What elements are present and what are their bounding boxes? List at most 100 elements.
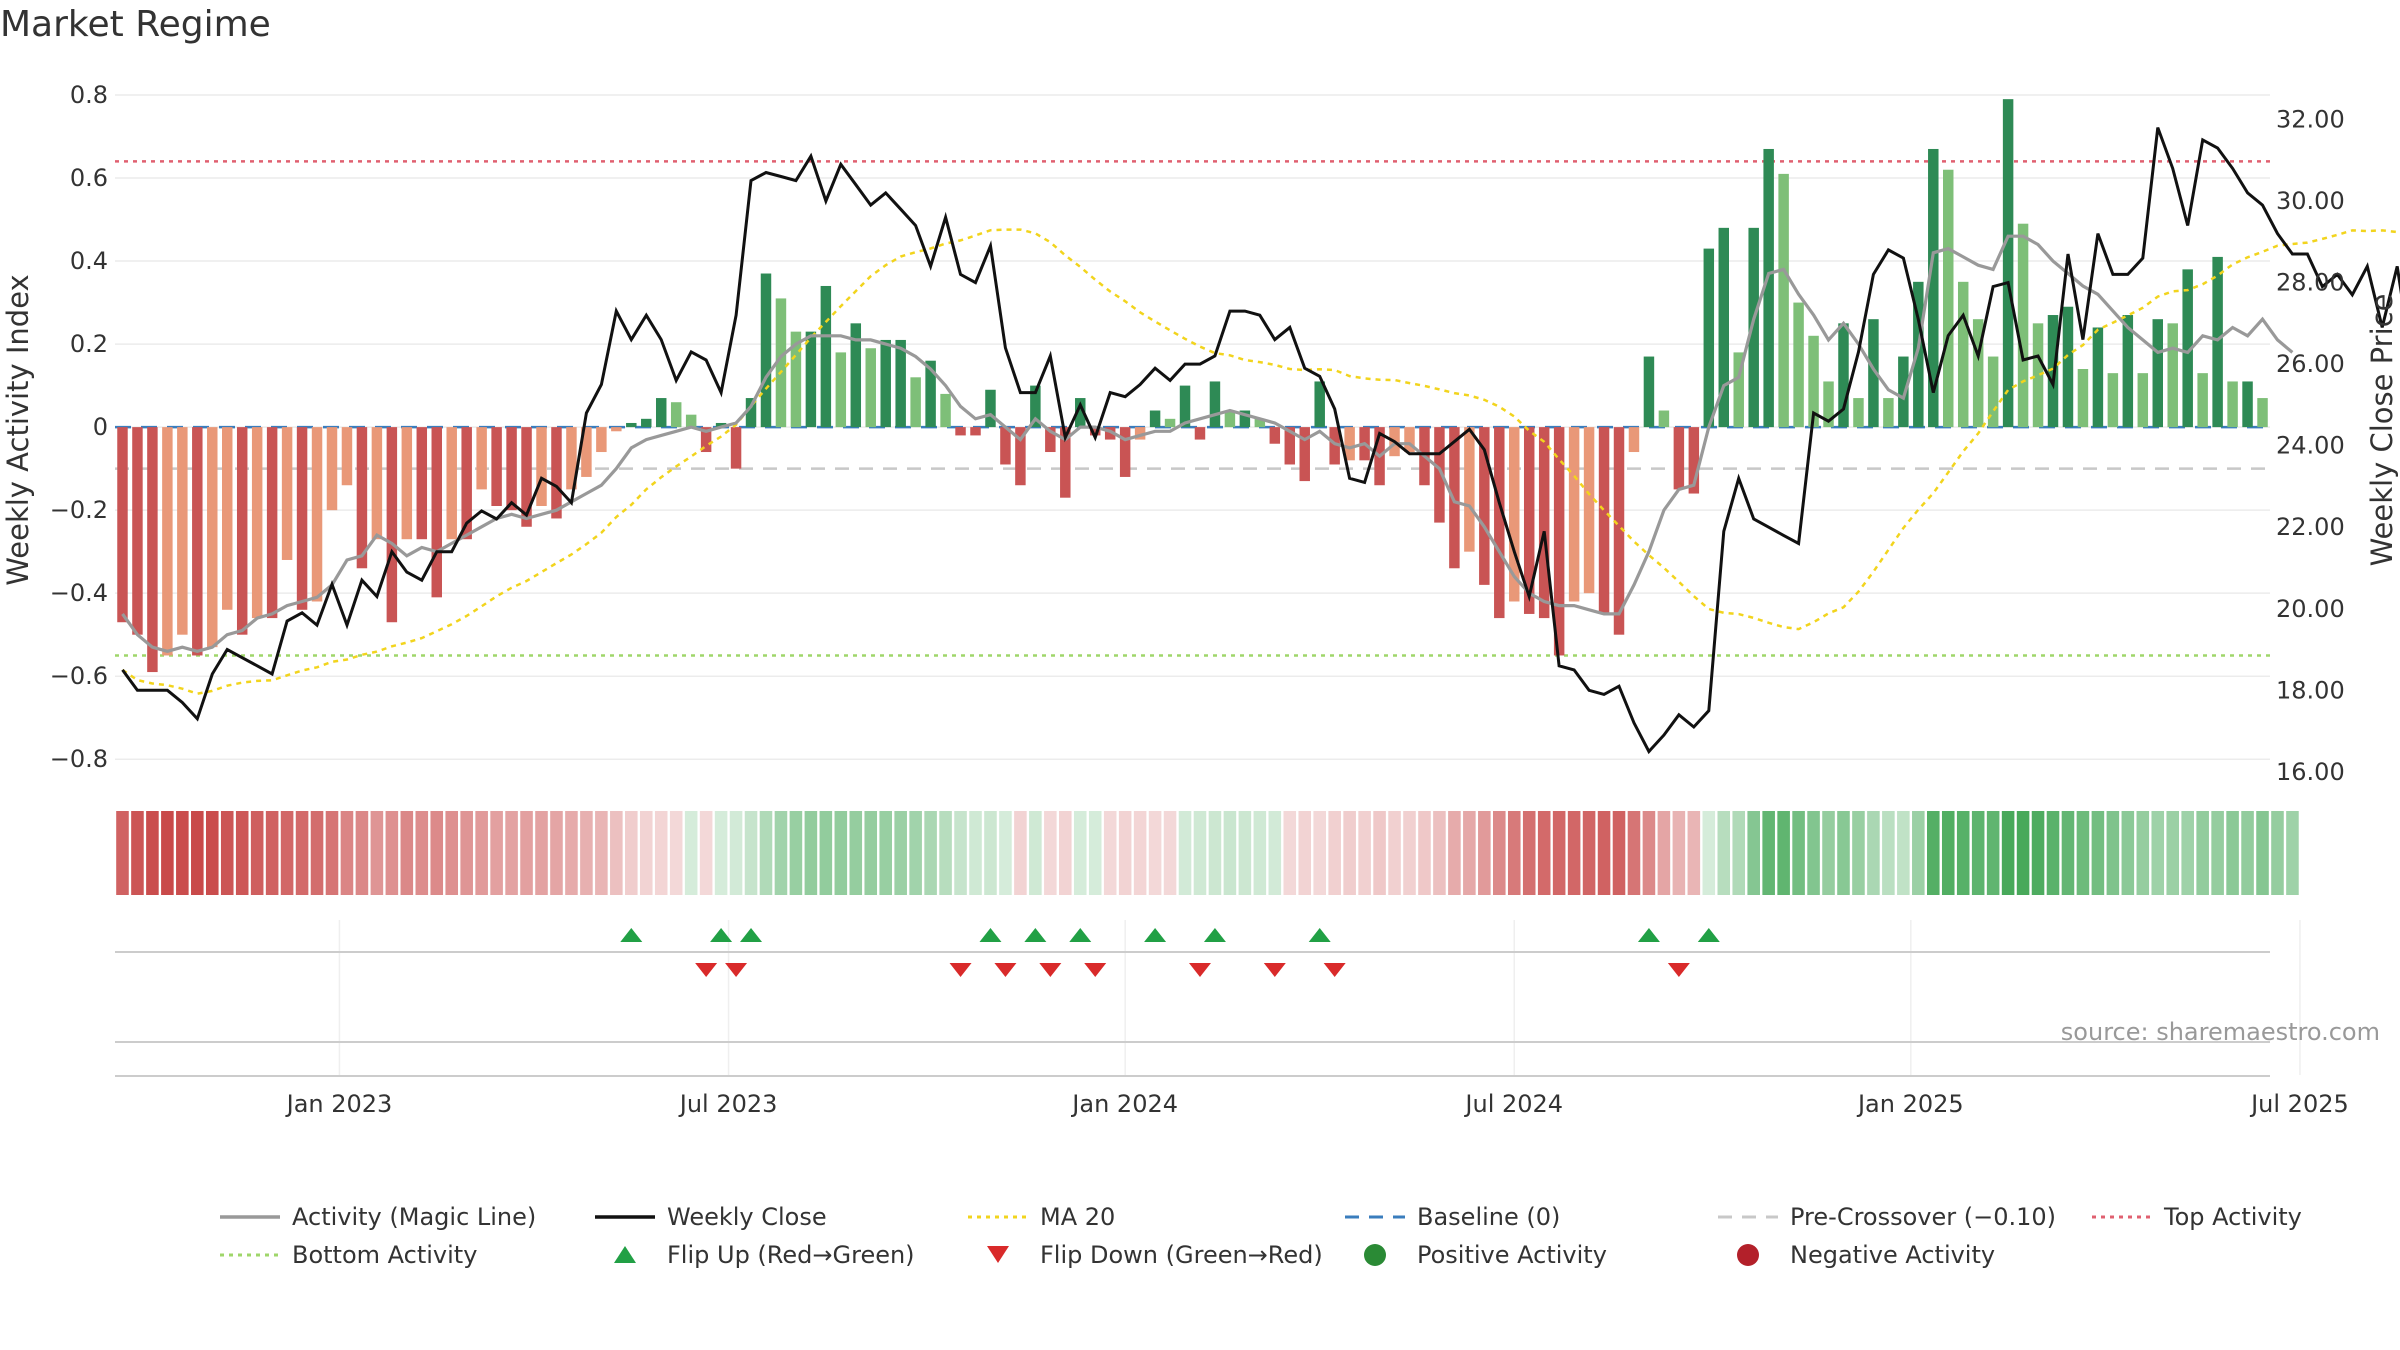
flip-up-marker (1069, 928, 1092, 942)
regime-strip-cell (250, 811, 264, 895)
regime-strip-cell (1433, 811, 1446, 895)
regime-strip-cell (1762, 811, 1775, 895)
activity-bar (1030, 385, 1041, 428)
regime-strip-cell (954, 811, 967, 895)
activity-bar (1673, 427, 1685, 490)
x-tick-label: Jul 2024 (1463, 1090, 1563, 1118)
activity-bar (611, 427, 622, 432)
activity-bar (1763, 148, 1774, 428)
x-tick-label: Jan 2023 (285, 1090, 393, 1118)
activity-bar (371, 427, 383, 540)
regime-strip-cell (1313, 811, 1326, 895)
regime-strip-cell (924, 811, 937, 895)
regime-strip-cell (2091, 811, 2105, 895)
activity-bar (1045, 427, 1056, 453)
regime-strip-cell (580, 811, 593, 895)
activity-bar (147, 427, 158, 673)
activity-bar (341, 427, 353, 486)
flip-down-marker (725, 963, 748, 977)
legend-label: Flip Up (Red→Green) (667, 1241, 915, 1269)
activity-bar (2182, 269, 2193, 428)
activity-bar (401, 427, 413, 540)
regime-strip-cell (654, 811, 668, 895)
regime-strip-cell (834, 811, 848, 895)
circle-legend-icon (1364, 1244, 1386, 1266)
activity-bar (820, 285, 832, 428)
activity-bar (2092, 327, 2104, 428)
y-left-tick-label: 0.2 (70, 330, 108, 358)
regime-strip-cell (1358, 811, 1371, 895)
regime-strip-cell (744, 811, 758, 895)
activity-bar (1434, 427, 1445, 523)
y-right-tick-label: 22.00 (2276, 513, 2345, 541)
regime-strip-cell (310, 811, 324, 895)
y-axis-left-title: Weekly Activity Index (1, 274, 35, 585)
regime-strip-cell (864, 811, 878, 895)
regime-strip-cell (789, 811, 803, 895)
regime-strip-cell (1507, 811, 1521, 895)
regime-strip-cell (131, 811, 144, 895)
activity-bars (117, 99, 2268, 673)
activity-bar (1778, 173, 1789, 428)
activity-bar (581, 427, 592, 477)
regime-strip-cell (1029, 811, 1042, 895)
activity-bar (1299, 427, 1310, 482)
activity-bar (192, 427, 203, 656)
legend-item: Flip Down (Green→Red) (987, 1241, 1323, 1269)
activity-bar (985, 389, 996, 428)
y-right-tick-label: 16.00 (2276, 758, 2345, 786)
regime-strip-cell (490, 811, 503, 895)
flip-down-marker (1323, 963, 1346, 977)
regime-strip-cell (2046, 811, 2060, 895)
regime-strip-cell (1792, 811, 1805, 895)
regime-strip-cell (205, 811, 219, 895)
regime-strip-cell (1418, 811, 1431, 895)
regime-strip-cell (280, 811, 294, 895)
regime-strip-cell (2106, 811, 2120, 895)
activity-bar (1239, 410, 1251, 428)
flip-down-marker (695, 963, 718, 977)
grid-layer (115, 94, 2301, 1075)
legend-item: Flip Up (Red→Green) (614, 1241, 915, 1269)
regime-strip-cell (2061, 811, 2075, 895)
activity-bar (1209, 381, 1221, 428)
activity-bar (2197, 373, 2208, 428)
regime-strip-cell (1118, 811, 1132, 895)
activity-bar (1523, 427, 1535, 614)
regime-strip-cell (325, 811, 339, 895)
activity-bar (446, 427, 457, 540)
regime-strip-cell (1088, 811, 1102, 895)
legend-label: Activity (Magic Line) (292, 1203, 536, 1231)
activity-bar (536, 427, 547, 506)
activity-bar (1269, 427, 1281, 444)
regime-strip-cell (759, 811, 773, 895)
regime-strip-cell (984, 811, 997, 895)
y-right-tick-label: 20.00 (2276, 595, 2345, 623)
activity-bar (1089, 427, 1101, 436)
activity-bar (521, 427, 532, 527)
regime-strip-cell (1687, 811, 1701, 895)
activity-bar (2257, 398, 2268, 428)
flip-down-marker (1667, 963, 1690, 977)
activity-bar (162, 427, 173, 656)
x-tick-label: Jul 2025 (2249, 1090, 2349, 1118)
legend-item: Pre-Crossover (−0.10) (1718, 1203, 2056, 1231)
activity-bar (2107, 373, 2119, 428)
activity-bar (2017, 223, 2029, 428)
activity-bar (1913, 281, 1924, 428)
activity-bar (1000, 427, 1011, 465)
regime-strip-cell (1208, 811, 1222, 895)
activity-bar (1179, 385, 1191, 428)
activity-bar (326, 427, 338, 511)
regime-strip-cell (430, 811, 444, 895)
activity-bar (775, 298, 787, 428)
flip-up-marker (1024, 928, 1047, 942)
activity-bar (700, 427, 712, 453)
regime-strip-cell (1627, 811, 1641, 895)
y-right-tick-label: 18.00 (2276, 676, 2345, 704)
legend-label: MA 20 (1040, 1203, 1115, 1231)
activity-bar (745, 398, 757, 428)
regime-strip-cell (2166, 811, 2180, 895)
regime-strip-cell (1956, 811, 1970, 895)
magic-line (121, 234, 2294, 653)
